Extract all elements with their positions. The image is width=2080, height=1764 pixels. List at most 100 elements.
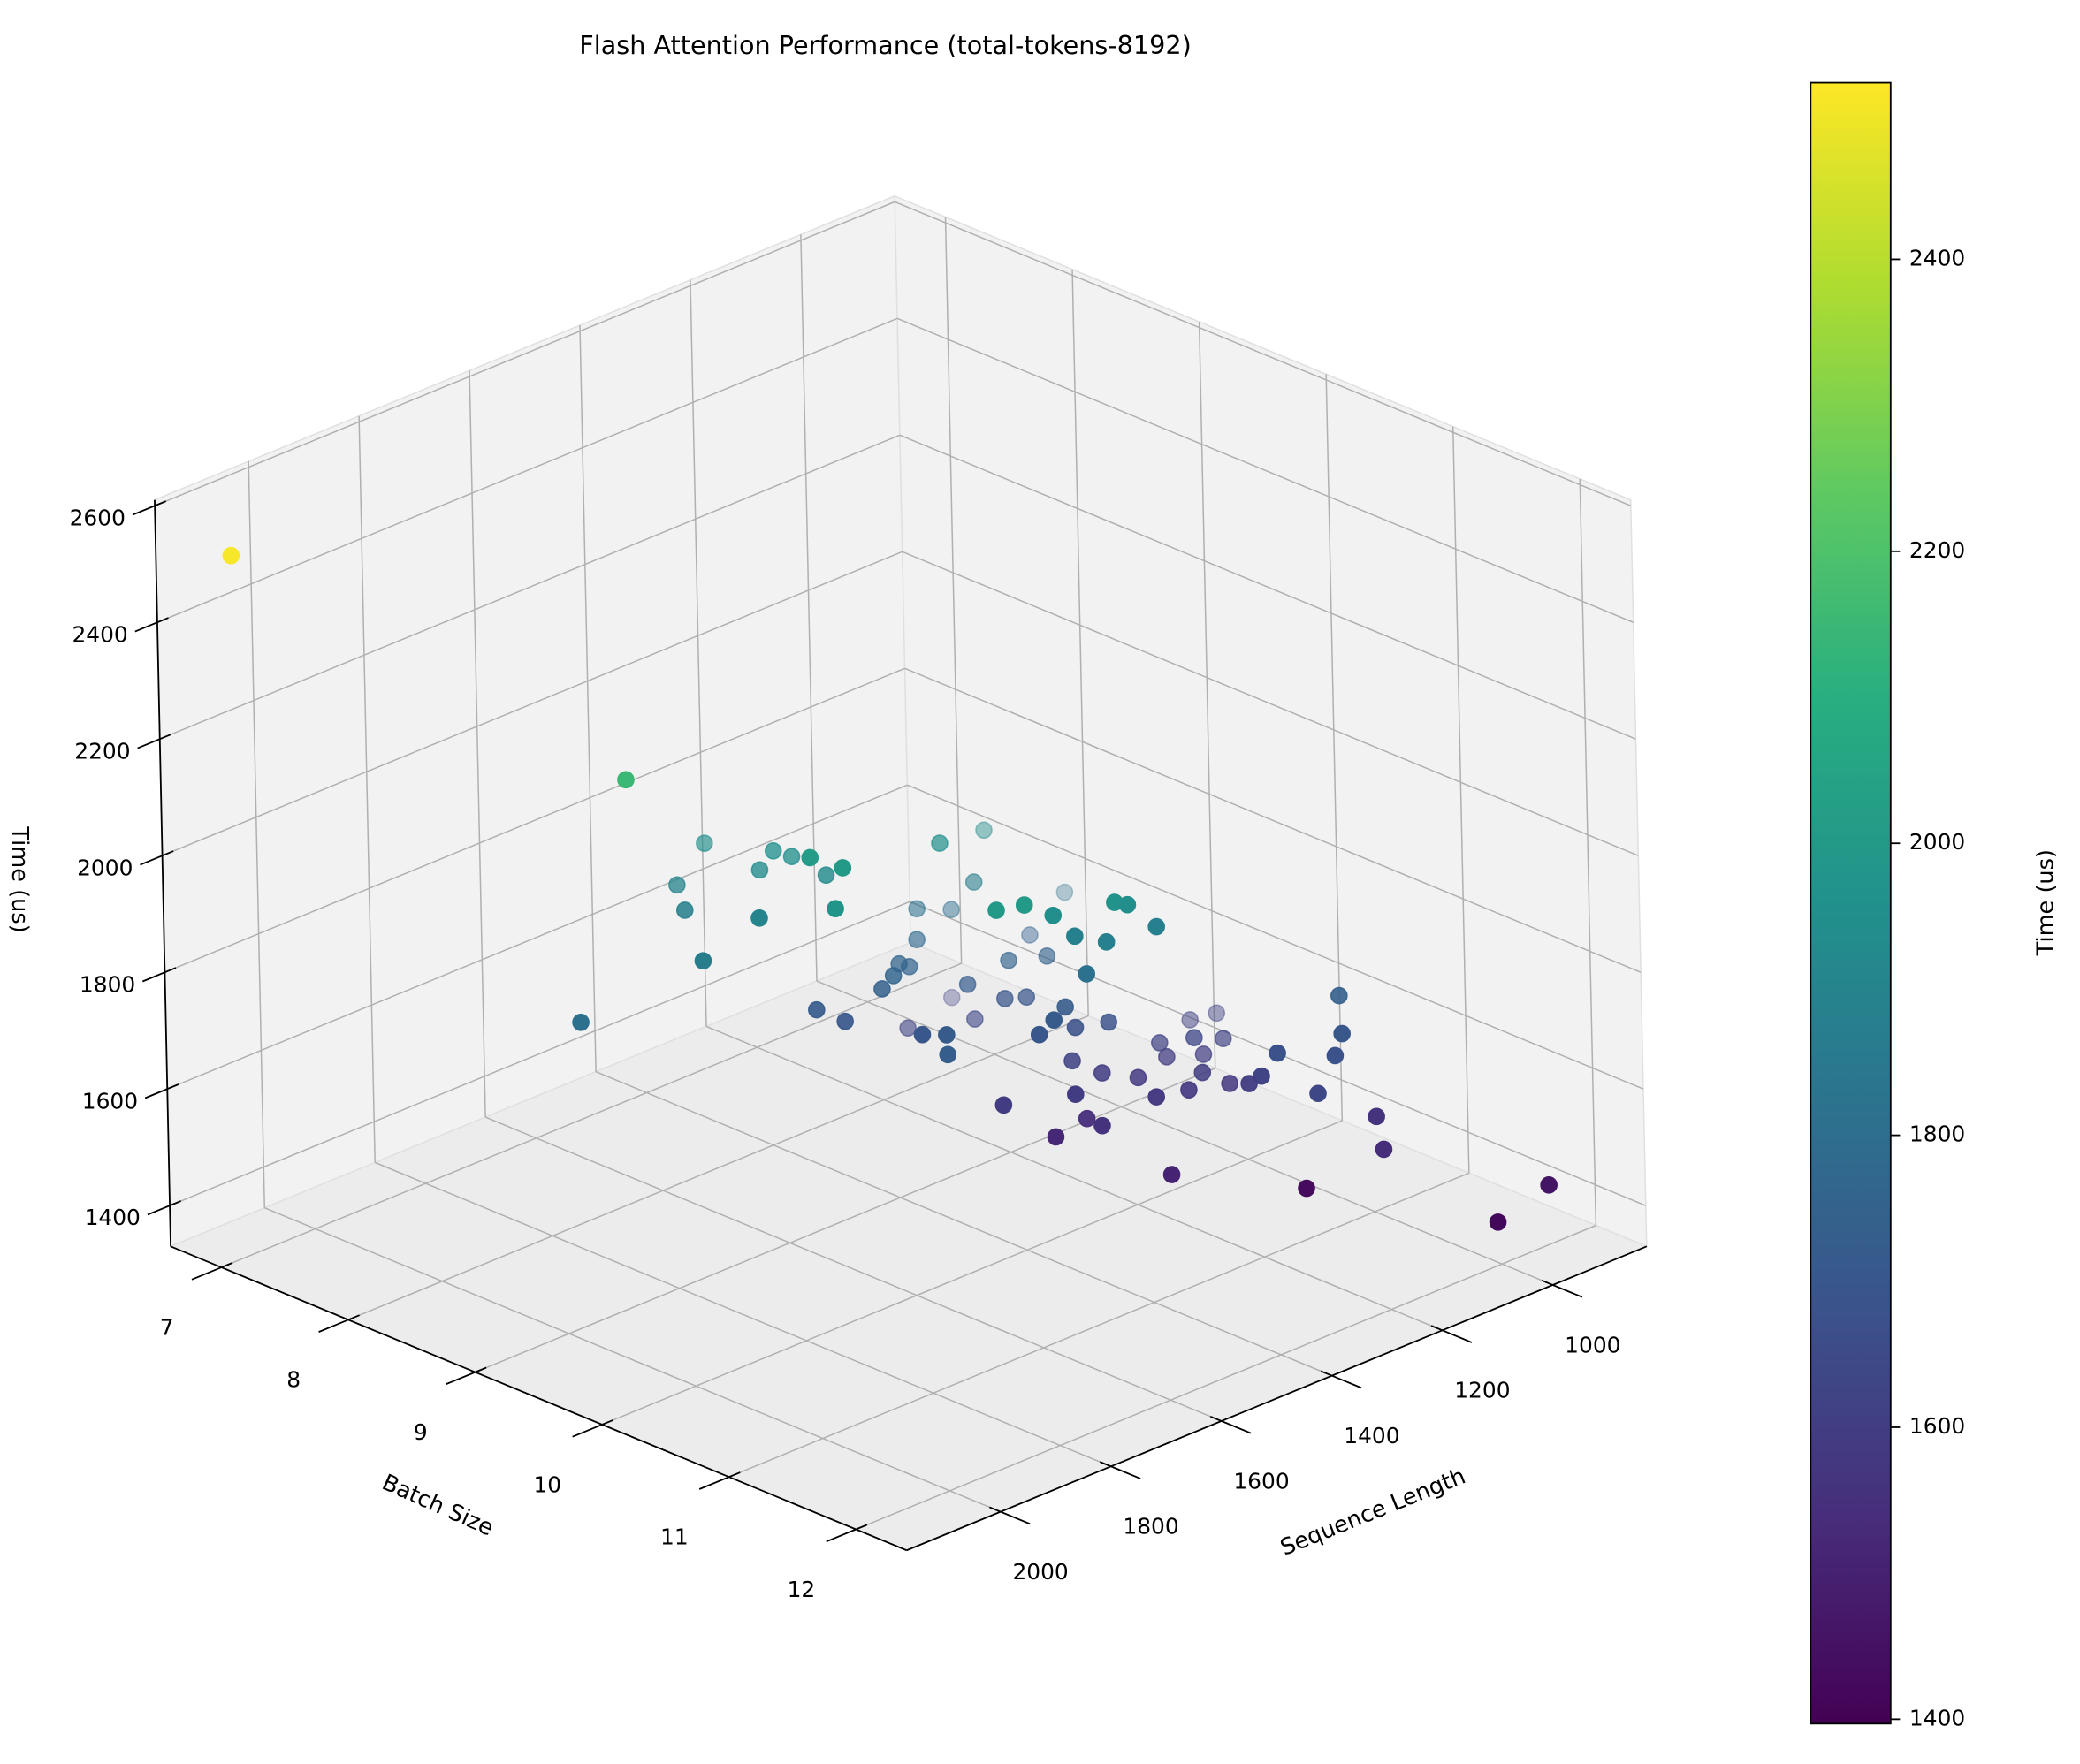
data-point [966, 1010, 984, 1028]
data-point [1118, 895, 1137, 914]
data-point [1044, 906, 1063, 924]
grid-line [601, 1120, 1343, 1426]
data-point [908, 931, 926, 949]
z-tick [144, 1083, 179, 1099]
grid-line [162, 551, 903, 856]
data-point [572, 1014, 590, 1031]
data-point [750, 861, 769, 879]
data-point [1298, 1179, 1315, 1198]
x-tick-label: 1200 [1454, 1378, 1510, 1403]
y-tick-label: 7 [160, 1314, 174, 1340]
data-point [1030, 1025, 1048, 1044]
colorbar-tick-label: 1400 [1909, 1705, 1965, 1730]
grid-line [374, 1161, 1112, 1467]
data-point [222, 546, 240, 565]
data-point [1038, 947, 1056, 965]
data-point [694, 952, 712, 970]
z-tick-label: 1800 [80, 971, 135, 997]
data-point [1181, 1011, 1199, 1029]
z-axis-label: Time (us) [6, 825, 33, 932]
data-point [964, 873, 983, 891]
grid-line [902, 551, 1639, 856]
data-point [1368, 1107, 1385, 1126]
grid-line [904, 667, 1642, 973]
x-axis [906, 1245, 1648, 1552]
grid-line [358, 415, 376, 1163]
data-point [942, 988, 961, 1007]
data-point [908, 900, 926, 918]
z-tick-label: 2400 [72, 621, 127, 647]
x-tick [1209, 1415, 1252, 1434]
grid-line [469, 370, 486, 1118]
data-point [913, 1025, 932, 1044]
x-tick-label: 2000 [1012, 1559, 1068, 1585]
z-tick [147, 1200, 181, 1216]
data-point [1093, 1116, 1111, 1135]
y-tick [572, 1418, 614, 1438]
grid-line [166, 784, 908, 1090]
data-point [1045, 1011, 1063, 1029]
z-tick-label: 2000 [77, 855, 133, 880]
z-tick [140, 850, 174, 866]
data-point [994, 1096, 1013, 1114]
y-axis [170, 1245, 908, 1552]
y-tick-label: 9 [414, 1419, 428, 1445]
y-tick [698, 1471, 741, 1490]
grid-line [894, 201, 1632, 506]
data-point [750, 909, 768, 927]
data-point [1375, 1140, 1393, 1159]
data-point [1100, 1013, 1118, 1031]
data-point [942, 901, 960, 918]
y-tick [445, 1366, 487, 1386]
grid-line [855, 1224, 1596, 1531]
data-point [764, 842, 782, 860]
grid-line [347, 1015, 1089, 1321]
grid-line [595, 1071, 1332, 1377]
data-point [827, 900, 844, 918]
grid-line [907, 784, 1644, 1090]
z-tick [137, 734, 171, 749]
z-axis [154, 499, 171, 1247]
data-point [939, 1045, 957, 1064]
data-point [1093, 1064, 1111, 1082]
data-point [1063, 1052, 1081, 1070]
y-axis-label: Batch Size [378, 1470, 498, 1542]
grid-line [154, 201, 895, 506]
y-tick-label: 10 [533, 1471, 561, 1497]
z-tick [141, 967, 177, 983]
x-tick [989, 1506, 1031, 1525]
data-point [1078, 965, 1096, 983]
colorbar-label: Time (us) [2032, 849, 2059, 956]
grid-line [1451, 426, 1470, 1174]
data-point [1056, 998, 1074, 1016]
grid-line [159, 434, 901, 740]
data-point [1489, 1213, 1507, 1231]
grid-line [164, 667, 905, 973]
data-point [836, 1012, 854, 1030]
colorbar-tick-label: 1800 [1909, 1122, 1965, 1147]
data-point [1309, 1084, 1327, 1103]
data-point [834, 859, 852, 877]
data-point [1097, 933, 1116, 951]
y-tick [191, 1262, 233, 1281]
grid-line [705, 1025, 1443, 1331]
data-point [1193, 1063, 1212, 1082]
x-tick [1099, 1461, 1141, 1479]
data-point [617, 771, 635, 789]
x-tick [1430, 1325, 1473, 1343]
data-point [1150, 1034, 1169, 1052]
grid-line [944, 217, 963, 964]
data-point [1078, 1109, 1096, 1128]
y-tick-label: 8 [286, 1367, 301, 1393]
data-point [996, 990, 1014, 1007]
colorbar-tick-label: 1600 [1909, 1413, 1965, 1439]
grid-line [248, 461, 266, 1208]
data-point [1269, 1044, 1286, 1062]
data-point [801, 848, 819, 867]
data-point [1047, 1128, 1065, 1146]
z-tick [134, 617, 169, 633]
x-tick-label: 1400 [1344, 1423, 1399, 1448]
grid-line [156, 317, 898, 623]
grid-line [579, 325, 597, 1072]
y-tick [318, 1314, 360, 1333]
